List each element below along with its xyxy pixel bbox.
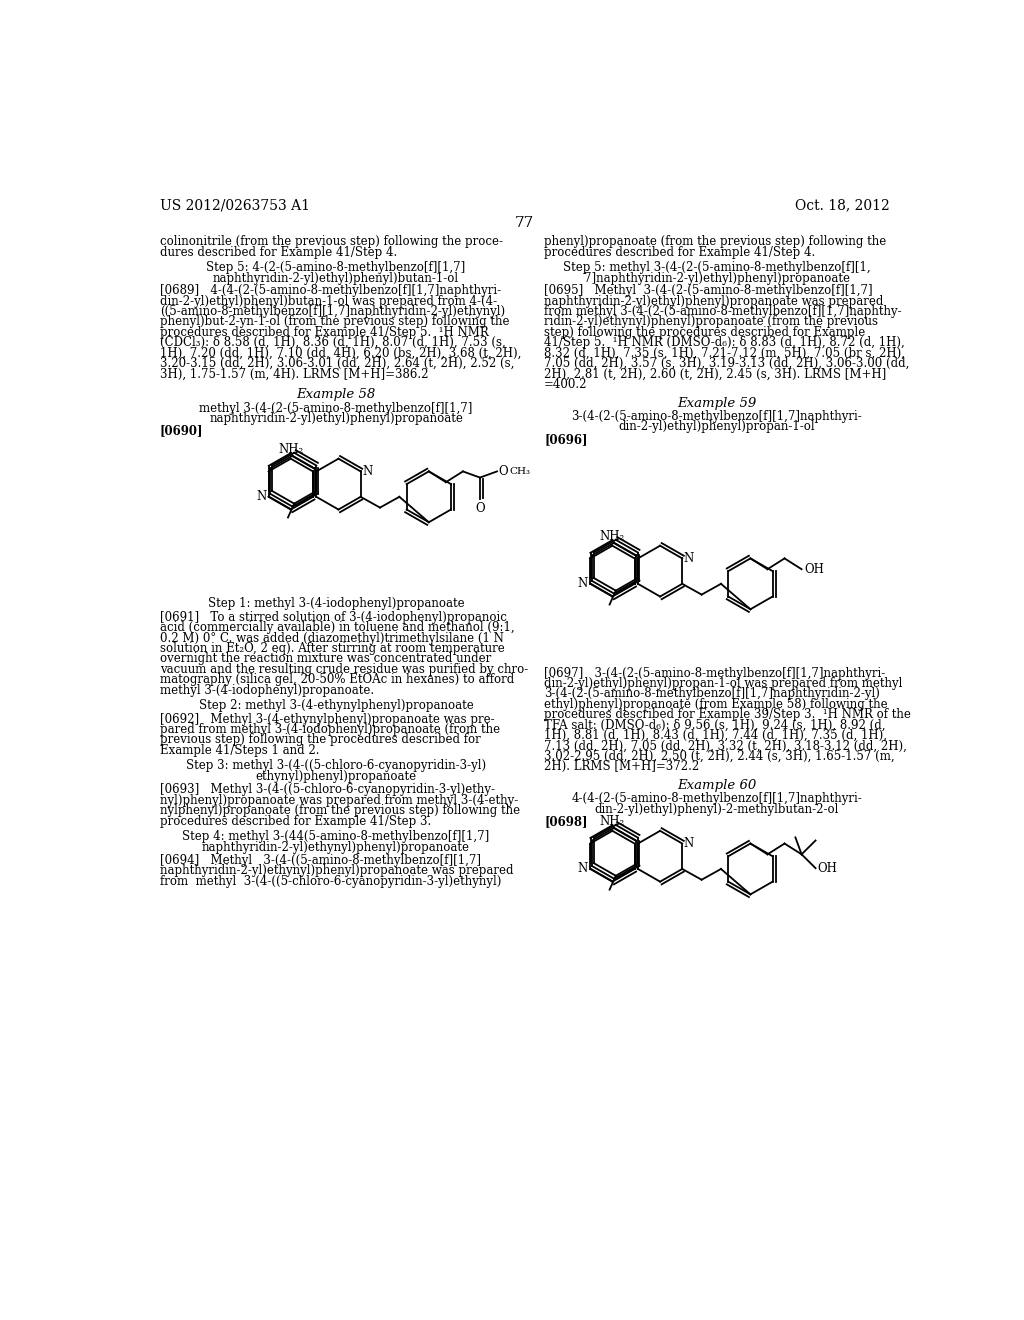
Text: phenyl)but-2-yn-1-ol (from the previous step) following the: phenyl)but-2-yn-1-ol (from the previous … [160,315,509,329]
Text: 1H), 7.20 (dd, 1H), 7.10 (dd, 4H), 6.20 (bs, 2H), 3.68 (t, 2H),: 1H), 7.20 (dd, 1H), 7.10 (dd, 4H), 6.20 … [160,347,521,359]
Text: overnight the reaction mixture was concentrated under: overnight the reaction mixture was conce… [160,652,492,665]
Text: vacuum and the resulting crude residue was purified by chro-: vacuum and the resulting crude residue w… [160,663,528,676]
Text: NH₂: NH₂ [600,529,625,543]
Text: step) following the procedures described for Example: step) following the procedures described… [544,326,865,339]
Text: din-2-yl)ethyl)phenyl)propan-1-ol was prepared from methyl: din-2-yl)ethyl)phenyl)propan-1-ol was pr… [544,677,902,690]
Text: methyl 3-(4-iodophenyl)propanoate.: methyl 3-(4-iodophenyl)propanoate. [160,684,374,697]
Text: N: N [256,490,266,503]
Text: N: N [684,552,694,565]
Text: 7.05 (dd, 2H), 3.57 (s, 3H), 3.19-3.13 (dd, 2H), 3.06-3.00 (dd,: 7.05 (dd, 2H), 3.57 (s, 3H), 3.19-3.13 (… [544,356,909,370]
Text: [0689]   4-(4-(2-(5-amino-8-methylbenzo[f][1,7]naphthyri-: [0689] 4-(4-(2-(5-amino-8-methylbenzo[f]… [160,284,501,297]
Text: naphthyridin-2-yl)ethynyl)phenyl)propanoate: naphthyridin-2-yl)ethynyl)phenyl)propano… [202,841,470,854]
Text: 0.2 M) 0° C. was added (diazomethyl)trimethylsilane (1 N: 0.2 M) 0° C. was added (diazomethyl)trim… [160,631,504,644]
Text: procedures described for Example 39/Step 3.  ¹H NMR of the: procedures described for Example 39/Step… [544,708,911,721]
Text: [0691]   To a stirred solution of 3-(4-iodophenyl)propanoic: [0691] To a stirred solution of 3-(4-iod… [160,611,507,624]
Text: matography (silica gel, 20-50% EtOAc in hexanes) to afford: matography (silica gel, 20-50% EtOAc in … [160,673,514,686]
Text: 3-(4-(2-(5-amino-8-methylbenzo[f][1,7]naphthyridin-2-yl): 3-(4-(2-(5-amino-8-methylbenzo[f][1,7]na… [544,688,880,701]
Text: naphthyridin-2-yl)ethyl)phenyl)propanoate was prepared: naphthyridin-2-yl)ethyl)phenyl)propanoat… [544,294,884,308]
Text: methyl 3-(4-(2-(5-amino-8-methylbenzo[f][1,7]: methyl 3-(4-(2-(5-amino-8-methylbenzo[f]… [200,401,473,414]
Text: [0694]   Methyl   3-(4-((5-amino-8-methylbenzo[f][1,7]: [0694] Methyl 3-(4-((5-amino-8-methylben… [160,854,481,867]
Text: 8.32 (d, 1H), 7.35 (s, 1H), 7.21-7.12 (m, 5H), 7.05 (br s, 2H),: 8.32 (d, 1H), 7.35 (s, 1H), 7.21-7.12 (m… [544,347,905,359]
Text: 7]naphthyridin-2-yl)ethyl)phenyl)propanoate: 7]naphthyridin-2-yl)ethyl)phenyl)propano… [584,272,850,285]
Text: 2H), 2.81 (t, 2H), 2.60 (t, 2H), 2.45 (s, 3H). LRMS [M+H]: 2H), 2.81 (t, 2H), 2.60 (t, 2H), 2.45 (s… [544,367,887,380]
Text: Example 41/Steps 1 and 2.: Example 41/Steps 1 and 2. [160,744,319,756]
Text: [0695]   Methyl  3-(4-(2-(5-amino-8-methylbenzo[f][1,7]: [0695] Methyl 3-(4-(2-(5-amino-8-methylb… [544,284,872,297]
Text: naphthyridin-2-yl)ethyl)phenyl)butan-1-ol: naphthyridin-2-yl)ethyl)phenyl)butan-1-o… [213,272,459,285]
Text: 3.02-2.95 (dd, 2H), 2.50 (t, 2H), 2.44 (s, 3H), 1.65-1.57 (m,: 3.02-2.95 (dd, 2H), 2.50 (t, 2H), 2.44 (… [544,750,895,763]
Text: previous step) following the procedures described for: previous step) following the procedures … [160,734,480,747]
Text: Step 4: methyl 3-(44(5-amino-8-methylbenzo[f][1,7]: Step 4: methyl 3-(44(5-amino-8-methylben… [182,830,489,843]
Text: Oct. 18, 2012: Oct. 18, 2012 [795,198,890,213]
Text: naphthyridin-2-yl)ethyl)phenyl)propanoate: naphthyridin-2-yl)ethyl)phenyl)propanoat… [209,412,463,425]
Text: 7.13 (dd, 2H), 7.05 (dd, 2H), 3.32 (t, 2H), 3.18-3.12 (dd, 2H),: 7.13 (dd, 2H), 7.05 (dd, 2H), 3.32 (t, 2… [544,739,907,752]
Text: Example 58: Example 58 [297,388,376,401]
Text: din-2-yl)ethyl)phenyl)propan-1-ol: din-2-yl)ethyl)phenyl)propan-1-ol [618,421,815,433]
Text: [0690]: [0690] [160,425,204,438]
Text: OH: OH [804,562,823,576]
Text: procedures described for Example 41/Step 3.: procedures described for Example 41/Step… [160,814,431,828]
Text: phenyl)propanoate (from the previous step) following the: phenyl)propanoate (from the previous ste… [544,235,887,248]
Text: N: N [578,862,588,875]
Text: Step 2: methyl 3-(4-ethynylphenyl)propanoate: Step 2: methyl 3-(4-ethynylphenyl)propan… [199,700,473,713]
Text: nyl)phenyl)propanoate was prepared from methyl 3-(4-ethy-: nyl)phenyl)propanoate was prepared from … [160,793,518,807]
Text: procedures described for Example 41/Step 4.: procedures described for Example 41/Step… [544,246,815,259]
Text: from methyl 3-(4-(2-(5-amino-8-methylbenzo[f][1,7]naphthy-: from methyl 3-(4-(2-(5-amino-8-methylben… [544,305,902,318]
Text: CH₃: CH₃ [509,467,530,477]
Text: 3H), 1.75-1.57 (m, 4H). LRMS [M+H]=386.2: 3H), 1.75-1.57 (m, 4H). LRMS [M+H]=386.2 [160,367,428,380]
Text: procedures described for Example 41/Step 5.  ¹H NMR: procedures described for Example 41/Step… [160,326,488,339]
Text: [0696]: [0696] [544,433,588,446]
Text: 77: 77 [515,216,535,230]
Text: OH: OH [817,862,837,875]
Text: solution in Et₂O, 2 eq). After stirring at room temperature: solution in Et₂O, 2 eq). After stirring … [160,642,505,655]
Text: (CDCl₃): δ 8.58 (d, 1H), 8.36 (d, 1H), 8.07 (d, 1H), 7.53 (s,: (CDCl₃): δ 8.58 (d, 1H), 8.36 (d, 1H), 8… [160,337,506,350]
Text: Step 3: methyl 3-(4-((5-chloro-6-cyanopyridin-3-yl): Step 3: methyl 3-(4-((5-chloro-6-cyanopy… [186,759,486,772]
Text: NH₂: NH₂ [600,814,625,828]
Text: Step 5: 4-(2-(5-amino-8-methylbenzo[f][1,7]: Step 5: 4-(2-(5-amino-8-methylbenzo[f][1… [207,261,466,275]
Text: O: O [499,465,508,478]
Text: Example 59: Example 59 [677,396,757,409]
Text: N: N [578,577,588,590]
Text: colinonitrile (from the previous step) following the proce-: colinonitrile (from the previous step) f… [160,235,503,248]
Text: N: N [362,465,373,478]
Text: 3-(4-(2-(5-amino-8-methylbenzo[f][1,7]naphthyri-: 3-(4-(2-(5-amino-8-methylbenzo[f][1,7]na… [571,411,862,422]
Text: ethynyl)phenyl)propanoate: ethynyl)phenyl)propanoate [256,770,417,783]
Text: naphthyridin-2-yl)ethynyl)phenyl)propanoate was prepared: naphthyridin-2-yl)ethynyl)phenyl)propano… [160,865,513,878]
Text: din-2-yl)ethyl)phenyl)butan-1-ol was prepared from 4-(4-: din-2-yl)ethyl)phenyl)butan-1-ol was pre… [160,294,497,308]
Text: O: O [475,502,484,515]
Text: Step 5: methyl 3-(4-(2-(5-amino-8-methylbenzo[f][1,: Step 5: methyl 3-(4-(2-(5-amino-8-methyl… [563,261,870,275]
Text: =400.2: =400.2 [544,378,588,391]
Text: 2H). LRMS [M+H]=372.2: 2H). LRMS [M+H]=372.2 [544,760,699,774]
Text: 41/Step 5.  ¹H NMR (DMSO-d₆): δ 8.83 (d, 1H), 8.72 (d, 1H),: 41/Step 5. ¹H NMR (DMSO-d₆): δ 8.83 (d, … [544,337,905,350]
Text: [0692]   Methyl 3-(4-ethynylphenyl)propanoate was pre-: [0692] Methyl 3-(4-ethynylphenyl)propano… [160,713,495,726]
Text: ridin-2-yl)ethynyl)phenyl)propanoate (from the previous: ridin-2-yl)ethynyl)phenyl)propanoate (fr… [544,315,879,329]
Text: NH₂: NH₂ [279,442,303,455]
Text: [0693]   Methyl 3-(4-((5-chloro-6-cyanopyridin-3-yl)ethy-: [0693] Methyl 3-(4-((5-chloro-6-cyanopyr… [160,783,495,796]
Text: nylphenyl)propanoate (from the previous step) following the: nylphenyl)propanoate (from the previous … [160,804,520,817]
Text: N: N [684,837,694,850]
Text: ((5-amino-8-methylbenzo[f][1,7]naphthyridin-2-yl)ethynyl): ((5-amino-8-methylbenzo[f][1,7]naphthyri… [160,305,505,318]
Text: from  methyl  3-(4-((5-chloro-6-cyanopyridin-3-yl)ethynyl): from methyl 3-(4-((5-chloro-6-cyanopyrid… [160,875,501,888]
Text: din-2-yl)ethyl)phenyl)-2-methylbutan-2-ol: din-2-yl)ethyl)phenyl)-2-methylbutan-2-o… [595,803,840,816]
Text: 1H), 8.81 (d, 1H), 8.43 (d, 1H), 7.44 (d, 1H), 7.35 (d, 1H),: 1H), 8.81 (d, 1H), 8.43 (d, 1H), 7.44 (d… [544,729,887,742]
Text: [0697]   3-(4-(2-(5-amino-8-methylbenzo[f][1,7]naphthyri-: [0697] 3-(4-(2-(5-amino-8-methylbenzo[f]… [544,667,886,680]
Text: Step 1: methyl 3-(4-iodophenyl)propanoate: Step 1: methyl 3-(4-iodophenyl)propanoat… [208,598,465,610]
Text: 4-(4-(2-(5-amino-8-methylbenzo[f][1,7]naphthyri-: 4-(4-(2-(5-amino-8-methylbenzo[f][1,7]na… [571,792,862,805]
Text: [0698]: [0698] [544,816,588,828]
Text: dures described for Example 41/Step 4.: dures described for Example 41/Step 4. [160,246,397,259]
Text: pared from methyl 3-(4-iodophenyl)propanoate (from the: pared from methyl 3-(4-iodophenyl)propan… [160,723,500,737]
Text: 3.20-3.15 (dd, 2H), 3.06-3.01 (dd, 2H), 2.64 (t, 2H), 2.52 (s,: 3.20-3.15 (dd, 2H), 3.06-3.01 (dd, 2H), … [160,356,514,370]
Text: acid (commercially available) in toluene and methanol (9:1,: acid (commercially available) in toluene… [160,622,514,634]
Text: Example 60: Example 60 [677,779,757,792]
Text: US 2012/0263753 A1: US 2012/0263753 A1 [160,198,310,213]
Text: TFA salt: (DMSO-d₆): δ 9.56 (s, 1H), 9.24 (s, 1H), 8.92 (d,: TFA salt: (DMSO-d₆): δ 9.56 (s, 1H), 9.2… [544,718,886,731]
Text: ethyl)phenyl)propanoate (from Example 58) following the: ethyl)phenyl)propanoate (from Example 58… [544,698,888,710]
